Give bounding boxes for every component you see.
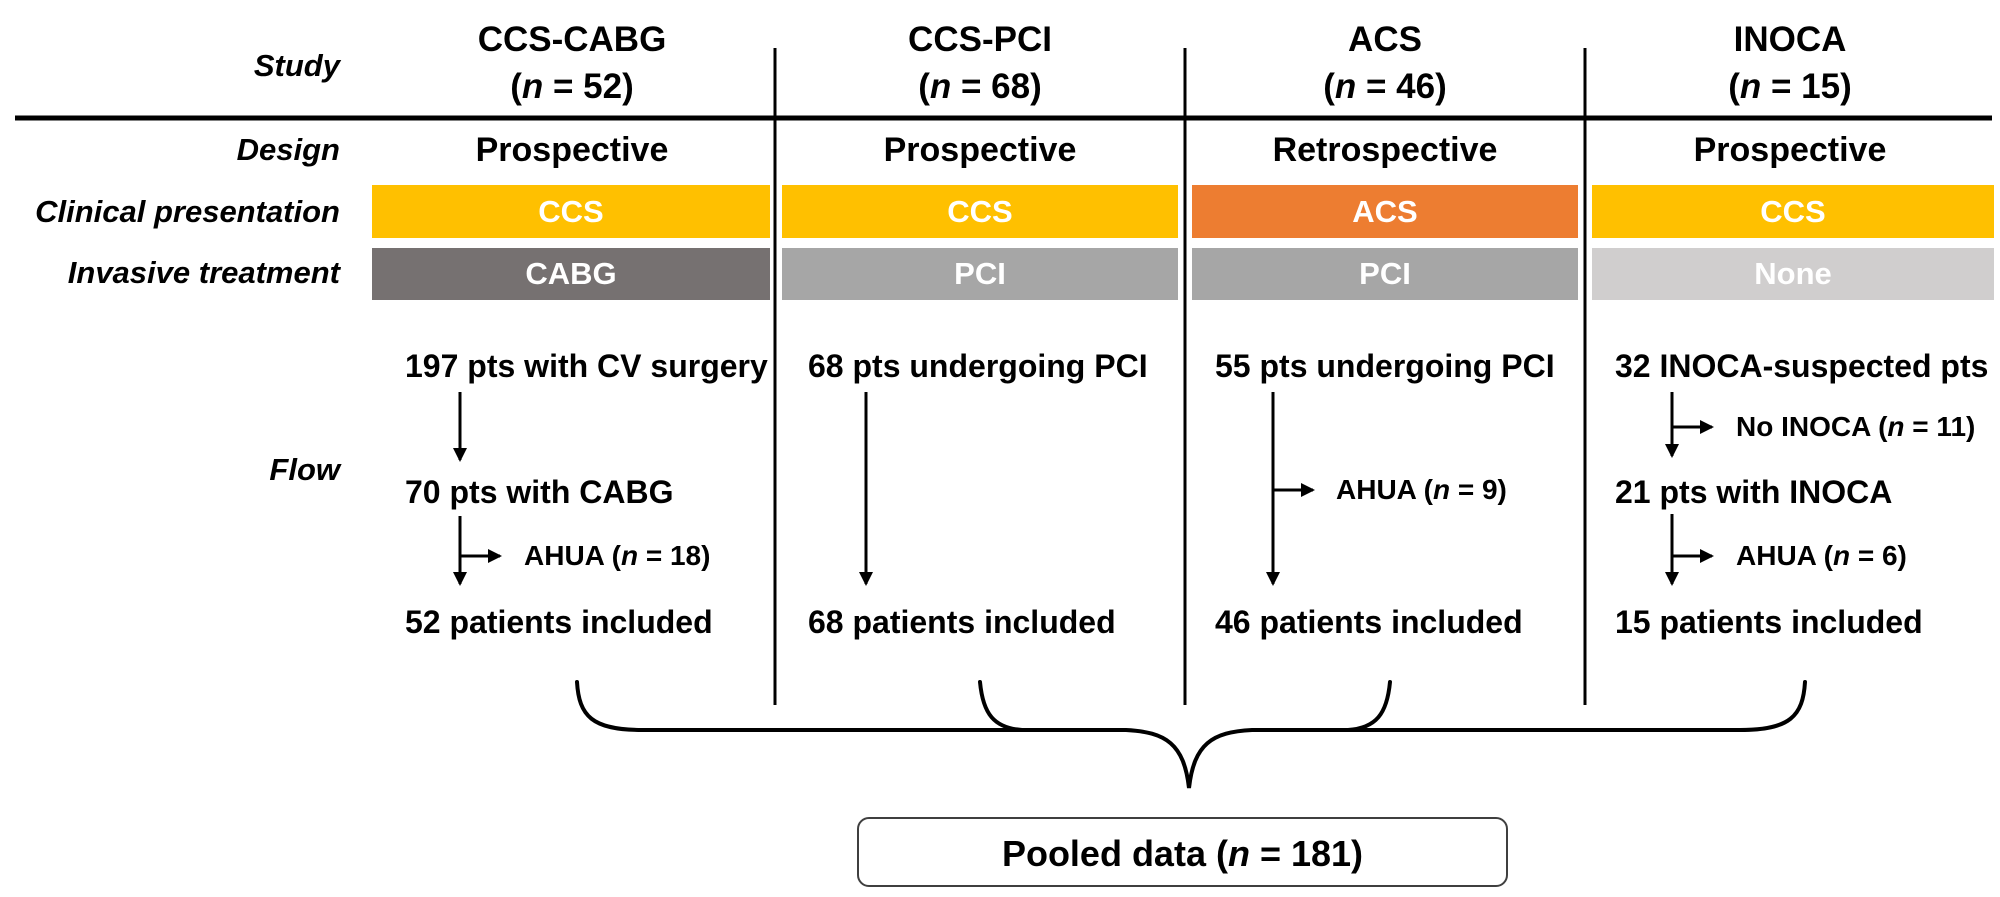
column-header-ccs-pci: CCS-PCI (n = 68) <box>770 16 1190 110</box>
clinical-presentation-bar: CCS <box>1592 185 1994 238</box>
row-label-design: Design <box>236 132 340 167</box>
design-value: Retrospective <box>1272 131 1498 169</box>
column-header-ccs-cabg: CCS-CABG (n = 52) <box>362 16 782 110</box>
study-name: CCS-CABG <box>477 20 667 59</box>
row-label-clinical-presentation: Clinical presentation <box>35 194 340 229</box>
design-value: Prospective <box>1693 131 1887 169</box>
flow-step: 197 pts with CV surgery <box>405 348 768 384</box>
flow-step: 52 patients included <box>405 604 713 640</box>
exclusion-label: AHUA (n = 9) <box>1336 474 1507 505</box>
flow-step: 55 pts undergoing PCI <box>1215 348 1555 384</box>
row-label-invasive-treatment: Invasive treatment <box>67 255 340 290</box>
row-label-flow: Flow <box>269 452 340 487</box>
design-value: Prospective <box>475 131 669 169</box>
flow-step: 46 patients included <box>1215 604 1523 640</box>
study-n: (n = 15) <box>1728 67 1852 106</box>
flow-step: 32 INOCA-suspected pts <box>1615 348 1989 384</box>
flow-step: 68 pts undergoing PCI <box>808 348 1148 384</box>
invasive-treatment-bar: PCI <box>1192 248 1578 300</box>
row-label-study: Study <box>253 48 340 83</box>
pooled-data-box: Pooled data (n = 181) <box>857 817 1508 887</box>
clinical-presentation-bar: CCS <box>782 185 1178 238</box>
exclusion-label: AHUA (n = 18) <box>524 540 711 571</box>
study-n: (n = 52) <box>510 67 634 106</box>
column-header-acs: ACS (n = 46) <box>1175 16 1595 110</box>
invasive-treatment-bar: CABG <box>372 248 770 300</box>
invasive-treatment-bar: None <box>1592 248 1994 300</box>
exclusion-label: AHUA (n = 6) <box>1736 540 1907 571</box>
column-header-inoca: INOCA (n = 15) <box>1580 16 2000 110</box>
study-name: CCS-PCI <box>908 20 1052 59</box>
flow-step: 15 patients included <box>1615 604 1923 640</box>
design-value: Prospective <box>883 131 1077 169</box>
study-name: INOCA <box>1733 20 1847 59</box>
flow-step: 70 pts with CABG <box>405 474 674 510</box>
study-n: (n = 68) <box>918 67 1042 106</box>
clinical-presentation-bar: CCS <box>372 185 770 238</box>
clinical-presentation-bar: ACS <box>1192 185 1578 238</box>
merge-brace-hook <box>1346 680 1392 732</box>
invasive-treatment-bar: PCI <box>782 248 1178 300</box>
merge-brace <box>575 680 1807 789</box>
study-n: (n = 46) <box>1323 67 1447 106</box>
exclusion-label: No INOCA (n = 11) <box>1736 411 1976 442</box>
flow-step: 21 pts with INOCA <box>1615 474 1893 510</box>
study-name: ACS <box>1348 20 1422 59</box>
flow-step: 68 patients included <box>808 604 1116 640</box>
merge-brace-hook <box>978 680 1024 732</box>
